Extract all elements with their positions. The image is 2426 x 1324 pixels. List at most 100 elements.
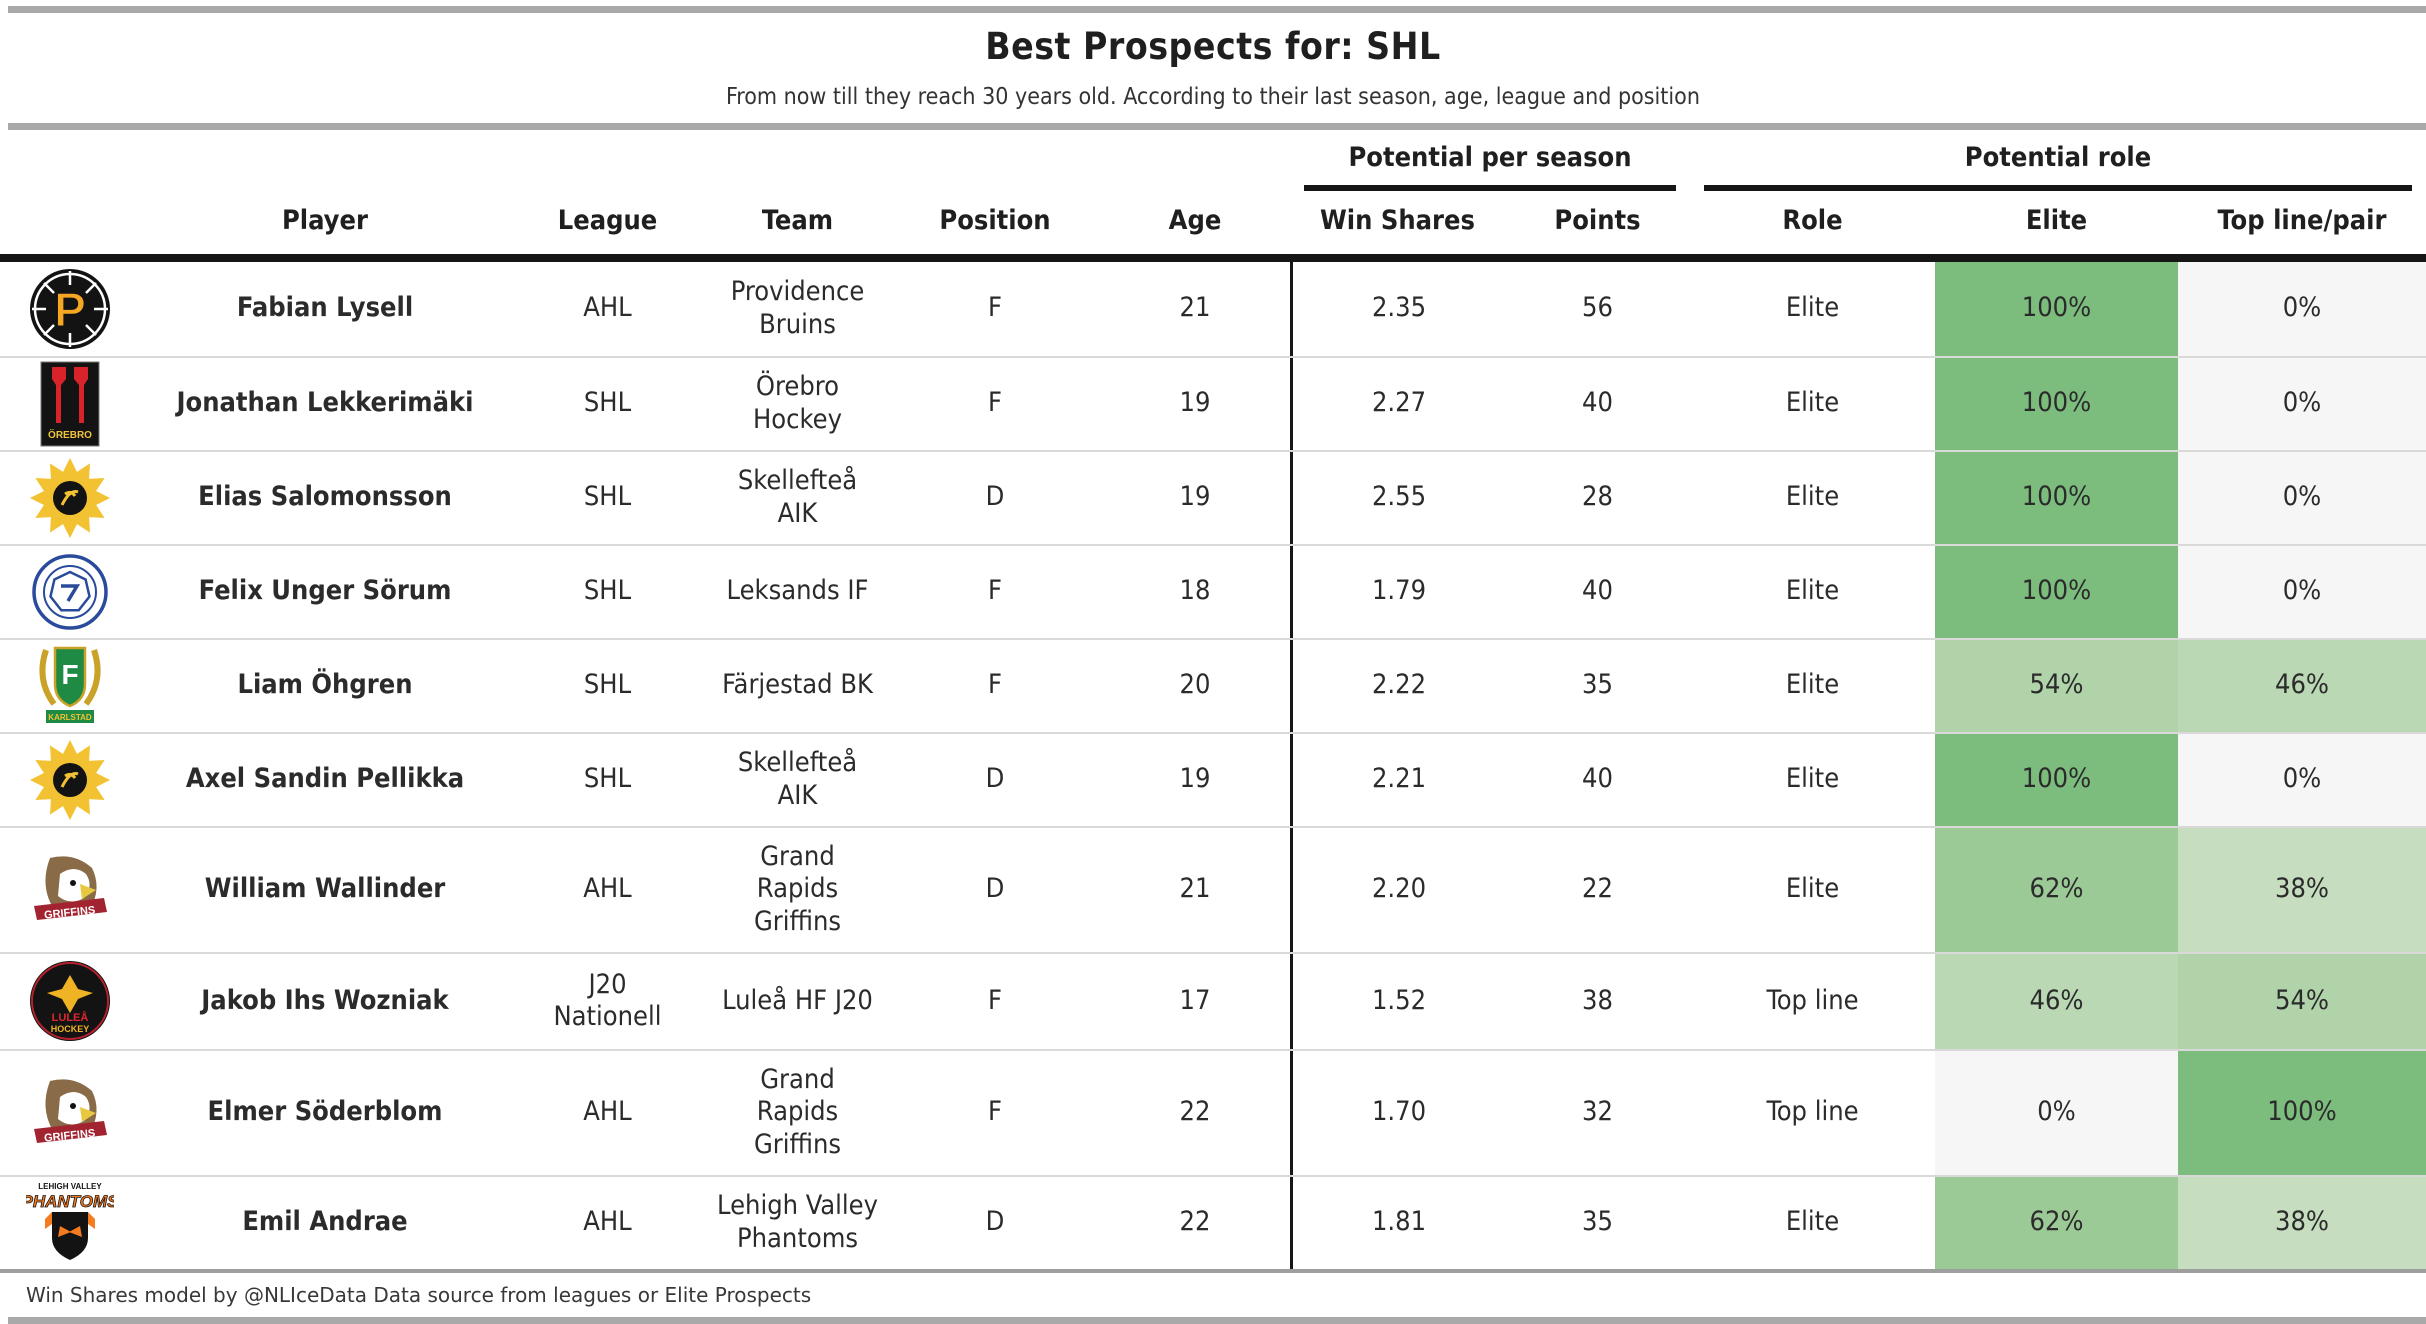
providence-bruins-logo: P	[30, 268, 110, 349]
league-value: AHL	[583, 1206, 632, 1238]
table-row: Axel Sandin Pellikka SHL Skellefteå AIK …	[0, 731, 2426, 826]
role-value: Top line	[1766, 984, 1859, 1016]
team-value: Örebro Hockey	[753, 371, 842, 435]
team-value: Färjestad BK	[722, 669, 873, 701]
league-value: SHL	[583, 763, 632, 795]
position-value: F	[988, 387, 1002, 419]
points-value: 56	[1582, 292, 1613, 324]
role-value: Elite	[1785, 873, 1840, 905]
leksands-if-logo	[32, 554, 108, 630]
team-logo-cell: F KARLSTAD	[0, 640, 140, 732]
top-line-probability-cell: 0%	[2178, 733, 2426, 826]
league-value: J20 Nationell	[553, 968, 662, 1033]
top-line-probability-cell: 0%	[2178, 451, 2426, 544]
team-value: Providence Bruins	[730, 276, 865, 340]
points-value: 28	[1582, 481, 1613, 513]
player-name: Elias Salomonsson	[198, 481, 452, 513]
svg-text:GRIFFINS: GRIFFINS	[44, 904, 96, 921]
lehigh-valley-phantoms-logo: LEHIGH VALLEY PHANTOMS	[26, 1182, 114, 1260]
elite-probability-cell: 54%	[1935, 639, 2178, 732]
elite-probability-cell: 100%	[1935, 545, 2178, 638]
position-value: F	[988, 292, 1002, 324]
skelleftea-aik-logo	[30, 739, 110, 820]
role-value: Elite	[1785, 387, 1840, 419]
team-logo-cell: GRIFFINS	[0, 1051, 140, 1175]
column-header-row: Player League Team Position Age Win Shar…	[0, 191, 2426, 254]
player-name: William Wallinder	[204, 873, 446, 905]
age-value: 19	[1179, 481, 1211, 513]
points-value: 40	[1582, 763, 1613, 795]
svg-text:F: F	[61, 659, 78, 690]
svg-text:PHANTOMS: PHANTOMS	[26, 1192, 114, 1211]
league-value: AHL	[583, 292, 632, 324]
team-logo-cell	[0, 734, 140, 826]
grand-rapids-griffins-logo: GRIFFINS	[34, 856, 107, 922]
age-value: 17	[1179, 984, 1211, 1016]
position-value: F	[988, 669, 1002, 701]
credit-footnote: Win Shares model by @NLIceData Data sour…	[26, 1282, 812, 1307]
table-row: P Fabian Lysell AHL Providence Bruins F …	[0, 261, 2426, 356]
column-header-team: Team	[761, 205, 834, 236]
column-header-role: Role	[1782, 205, 1843, 236]
position-value: D	[985, 481, 1005, 513]
team-logo-cell: P	[0, 262, 140, 356]
column-header-points: Points	[1554, 205, 1641, 236]
orebro-hockey-logo: ÖREBRO	[40, 361, 100, 447]
league-value: SHL	[583, 575, 632, 607]
group-header-row: Potential per season Potential role	[0, 142, 2426, 191]
team-logo-cell: LULEÅ HOCKEY	[0, 954, 140, 1049]
team-value: Grand Rapids Griffins	[753, 1063, 842, 1161]
age-value: 22	[1179, 1096, 1211, 1128]
win-shares-value: 2.20	[1290, 827, 1505, 952]
svg-text:HOCKEY: HOCKEY	[51, 1024, 90, 1034]
table-body: P Fabian Lysell AHL Providence Bruins F …	[0, 261, 2426, 1273]
team-value: Leksands IF	[726, 575, 869, 607]
win-shares-value: 2.21	[1290, 733, 1505, 826]
player-name: Axel Sandin Pellikka	[185, 763, 465, 795]
age-value: 19	[1179, 387, 1211, 419]
table-row: GRIFFINS William Wallinder AHL Grand Rap…	[0, 825, 2426, 952]
team-value: Skellefteå AIK	[737, 465, 858, 529]
player-name: Liam Öhgren	[237, 669, 413, 701]
team-logo-cell: LEHIGH VALLEY PHANTOMS	[0, 1177, 140, 1269]
column-header-player: Player	[282, 205, 368, 236]
svg-text:LEHIGH VALLEY: LEHIGH VALLEY	[38, 1182, 102, 1191]
player-name: Emil Andrae	[242, 1206, 408, 1238]
league-value: SHL	[583, 387, 632, 419]
column-header-win-shares: Win Shares	[1320, 205, 1475, 236]
page-subtitle: From now till they reach 30 years old. A…	[726, 84, 1700, 110]
team-logo-cell	[0, 546, 140, 638]
position-value: D	[985, 763, 1005, 795]
table-header: Potential per season Potential role Play…	[0, 142, 2426, 262]
role-value: Elite	[1785, 763, 1840, 795]
elite-probability-cell: 46%	[1935, 953, 2178, 1049]
header-frame-bar	[8, 123, 2426, 130]
role-value: Elite	[1785, 481, 1840, 513]
age-value: 20	[1179, 669, 1211, 701]
points-value: 40	[1582, 387, 1613, 419]
win-shares-value: 2.55	[1290, 451, 1505, 544]
elite-probability-cell: 62%	[1935, 827, 2178, 952]
win-shares-value: 2.27	[1290, 357, 1505, 450]
top-line-probability-cell: 0%	[2178, 545, 2426, 638]
elite-probability-cell: 100%	[1935, 733, 2178, 826]
player-name: Elmer Söderblom	[207, 1096, 443, 1128]
team-value: Skellefteå AIK	[737, 747, 858, 811]
table-row: F KARLSTAD Liam Öhgren SHL Färjestad BK …	[0, 637, 2426, 732]
elite-probability-cell: 100%	[1935, 261, 2178, 356]
team-logo-cell: GRIFFINS	[0, 828, 140, 952]
role-value: Top line	[1766, 1096, 1859, 1128]
elite-probability-cell: 100%	[1935, 357, 2178, 450]
league-value: SHL	[583, 669, 632, 701]
points-value: 35	[1582, 669, 1613, 701]
svg-text:LULEÅ: LULEÅ	[52, 1011, 89, 1024]
win-shares-value: 2.22	[1290, 639, 1505, 732]
top-line-probability-cell: 54%	[2178, 953, 2426, 1049]
farjestad-bk-logo: F KARLSTAD	[39, 646, 101, 723]
player-name: Fabian Lysell	[236, 292, 414, 324]
table-row: Elias Salomonsson SHL Skellefteå AIK D 1…	[0, 449, 2426, 544]
bottom-frame-bar	[8, 1316, 2426, 1324]
team-value: Lehigh Valley Phantoms	[717, 1190, 878, 1254]
svg-text:GRIFFINS: GRIFFINS	[44, 1127, 96, 1144]
age-value: 21	[1179, 873, 1211, 905]
